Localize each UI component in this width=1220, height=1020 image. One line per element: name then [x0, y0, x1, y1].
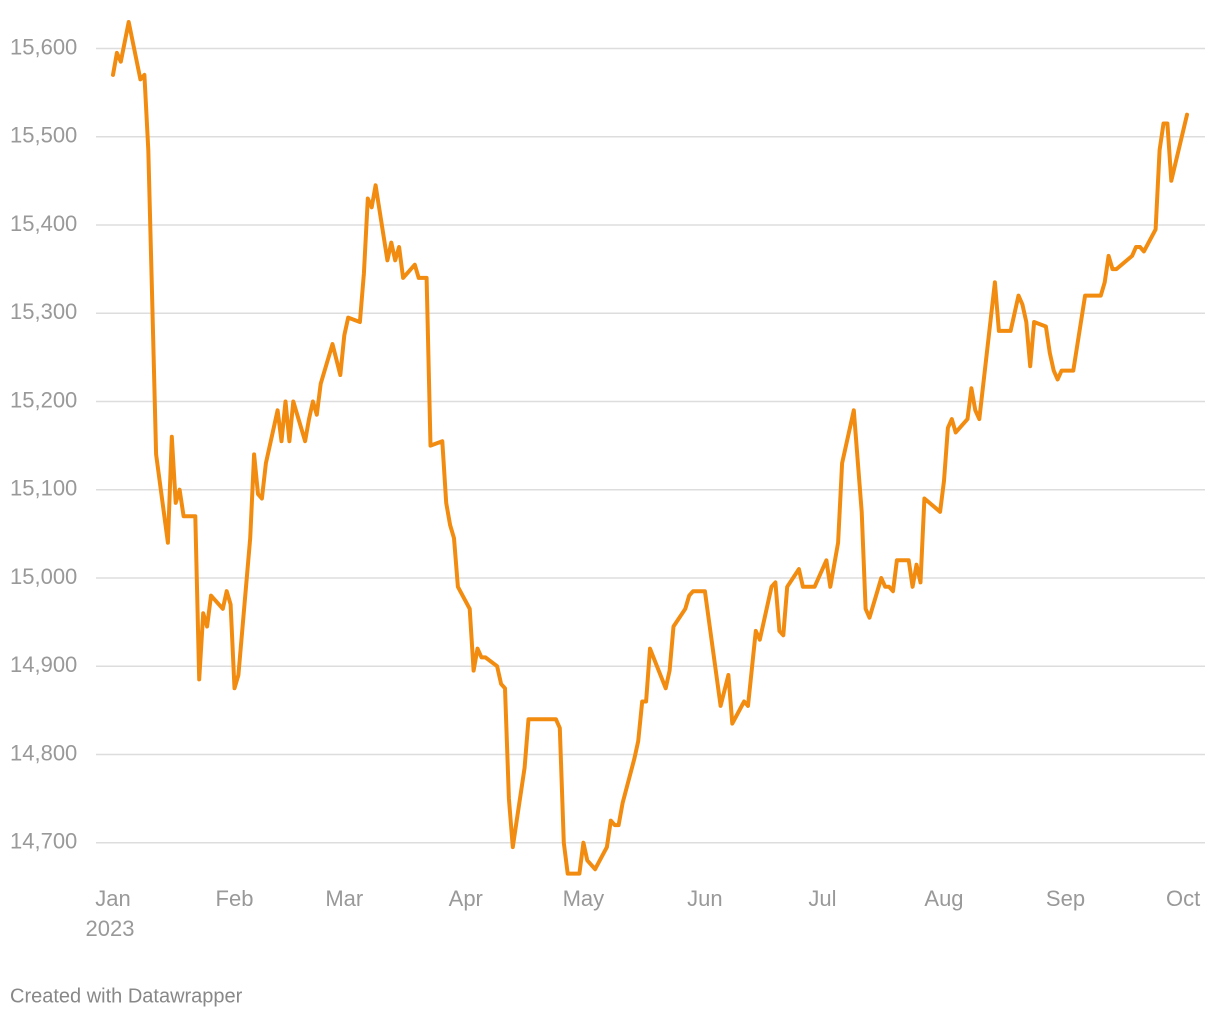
y-tick-label: 15,300 [10, 299, 77, 324]
x-tick-label: Feb [216, 886, 254, 911]
y-tick-label: 15,000 [10, 564, 77, 589]
x-tick-label: Jun [687, 886, 722, 911]
y-tick-label: 15,600 [10, 34, 77, 59]
x-tick-label: Sep [1046, 886, 1085, 911]
x-tick-label: Aug [924, 886, 963, 911]
y-tick-label: 15,100 [10, 476, 77, 501]
x-tick-label: Apr [449, 886, 483, 911]
y-tick-label: 15,400 [10, 211, 77, 236]
y-tick-label: 15,200 [10, 387, 77, 412]
x-year-label: 2023 [86, 916, 135, 941]
x-tick-label: Oct [1166, 886, 1200, 911]
x-tick-label: May [563, 886, 605, 911]
x-tick-label: Mar [325, 886, 363, 911]
x-tick-label: Jan [95, 886, 130, 911]
credit: Created with Datawrapper [10, 985, 243, 1007]
y-tick-label: 14,800 [10, 740, 77, 765]
y-tick-label: 15,500 [10, 123, 77, 148]
y-tick-label: 14,700 [10, 829, 77, 854]
line [111, 20, 1189, 876]
x-tick-label: Jul [808, 886, 836, 911]
y-tick-label: 14,900 [10, 652, 77, 677]
